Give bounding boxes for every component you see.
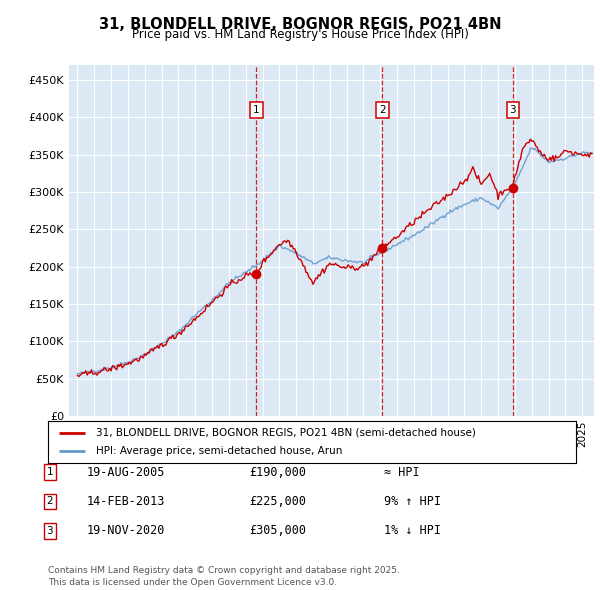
- Text: Price paid vs. HM Land Registry's House Price Index (HPI): Price paid vs. HM Land Registry's House …: [131, 28, 469, 41]
- Text: ≈ HPI: ≈ HPI: [384, 466, 419, 478]
- Text: 19-AUG-2005: 19-AUG-2005: [87, 466, 166, 478]
- Text: 31, BLONDELL DRIVE, BOGNOR REGIS, PO21 4BN: 31, BLONDELL DRIVE, BOGNOR REGIS, PO21 4…: [99, 17, 501, 31]
- Text: £190,000: £190,000: [249, 466, 306, 478]
- Text: 14-FEB-2013: 14-FEB-2013: [87, 495, 166, 508]
- Text: 3: 3: [509, 104, 516, 114]
- Text: £225,000: £225,000: [249, 495, 306, 508]
- Text: 19-NOV-2020: 19-NOV-2020: [87, 525, 166, 537]
- Text: HPI: Average price, semi-detached house, Arun: HPI: Average price, semi-detached house,…: [95, 446, 342, 456]
- Text: £305,000: £305,000: [249, 525, 306, 537]
- Text: 1: 1: [253, 104, 260, 114]
- Text: 1: 1: [46, 467, 53, 477]
- Text: Contains HM Land Registry data © Crown copyright and database right 2025.
This d: Contains HM Land Registry data © Crown c…: [48, 566, 400, 587]
- Text: 31, BLONDELL DRIVE, BOGNOR REGIS, PO21 4BN (semi-detached house): 31, BLONDELL DRIVE, BOGNOR REGIS, PO21 4…: [95, 428, 475, 438]
- Text: 1% ↓ HPI: 1% ↓ HPI: [384, 525, 441, 537]
- Text: 2: 2: [46, 497, 53, 506]
- Text: 9% ↑ HPI: 9% ↑ HPI: [384, 495, 441, 508]
- Text: 3: 3: [46, 526, 53, 536]
- Text: 2: 2: [379, 104, 386, 114]
